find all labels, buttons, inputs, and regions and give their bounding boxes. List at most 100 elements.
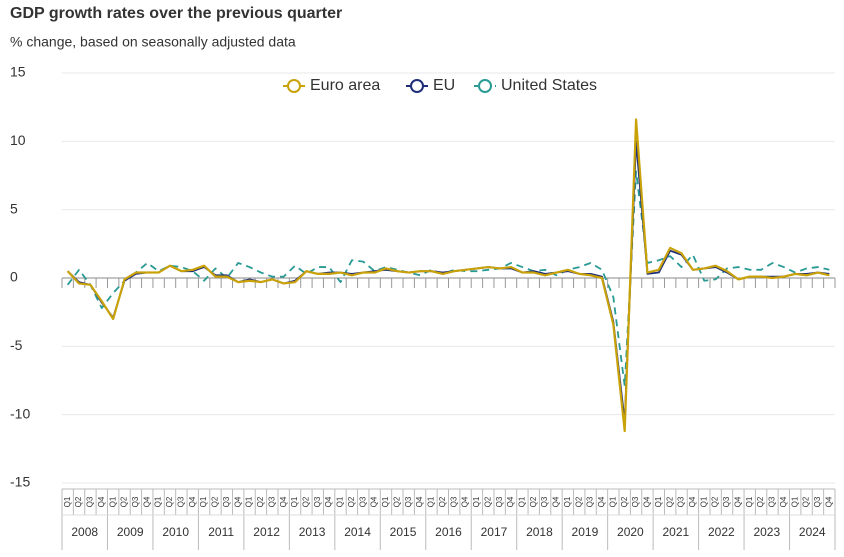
- x-tick-label: Q2: [347, 496, 356, 507]
- x-tick-label: Q2: [665, 496, 674, 507]
- y-tick-label: 10: [10, 132, 26, 148]
- x-tick-label: Q2: [392, 496, 401, 507]
- year-label: 2011: [208, 525, 234, 539]
- x-tick-label: Q1: [63, 496, 72, 507]
- year-label: 2010: [162, 525, 189, 539]
- x-tick-label: Q2: [165, 496, 174, 507]
- x-tick-label: Q3: [540, 496, 549, 507]
- x-tick-label: Q3: [722, 496, 731, 507]
- y-tick-label: -10: [10, 405, 30, 421]
- year-label: 2023: [753, 525, 780, 539]
- x-tick-label: Q3: [631, 496, 640, 507]
- x-tick-label: Q1: [108, 496, 117, 507]
- y-tick-label: 0: [10, 269, 18, 285]
- y-tick-label: -5: [10, 337, 23, 353]
- x-tick-label: Q1: [381, 496, 390, 507]
- x-tick-label: Q1: [245, 496, 254, 507]
- legend-label: United States: [501, 77, 597, 94]
- x-tick-label: Q4: [552, 496, 561, 507]
- x-tick-label: Q2: [74, 496, 83, 507]
- x-tick-label: Q2: [574, 496, 583, 507]
- x-tick-label: Q4: [733, 496, 742, 507]
- x-tick-label: Q2: [711, 496, 720, 507]
- year-label: 2016: [435, 525, 462, 539]
- x-tick-label: Q3: [768, 496, 777, 507]
- x-tick-label: Q4: [142, 496, 151, 507]
- x-tick-label: Q1: [336, 496, 345, 507]
- year-label: 2024: [799, 525, 826, 539]
- year-label: 2017: [481, 525, 508, 539]
- legend-marker: [478, 79, 492, 93]
- x-tick-label: Q1: [563, 496, 572, 507]
- x-tick-label: Q2: [256, 496, 265, 507]
- x-tick-label: Q3: [176, 496, 185, 507]
- x-tick-label: Q3: [267, 496, 276, 507]
- x-tick-label: Q2: [802, 496, 811, 507]
- x-tick-label: Q1: [790, 496, 799, 507]
- x-tick-label: Q3: [495, 496, 504, 507]
- x-tick-label: Q3: [404, 496, 413, 507]
- x-tick-label: Q1: [745, 496, 754, 507]
- x-tick-label: Q1: [654, 496, 663, 507]
- x-tick-label: Q3: [86, 496, 95, 507]
- x-tick-label: Q3: [586, 496, 595, 507]
- x-tick-label: Q1: [472, 496, 481, 507]
- x-tick-label: Q4: [324, 496, 333, 507]
- x-tick-label: Q3: [222, 496, 231, 507]
- x-tick-label: Q4: [97, 496, 106, 507]
- x-tick-label: Q2: [211, 496, 220, 507]
- x-tick-label: Q1: [290, 496, 299, 507]
- x-tick-label: Q3: [358, 496, 367, 507]
- x-tick-label: Q4: [188, 496, 197, 507]
- x-tick-label: Q1: [154, 496, 163, 507]
- x-tick-label: Q4: [370, 496, 379, 507]
- legend-label: EU: [433, 77, 455, 94]
- x-tick-label: Q3: [313, 496, 322, 507]
- x-tick-label: Q2: [438, 496, 447, 507]
- legend-marker: [410, 79, 424, 93]
- legend-label: Euro area: [310, 77, 380, 94]
- year-label: 2021: [663, 525, 690, 539]
- x-tick-label: Q3: [131, 496, 140, 507]
- x-tick-label: Q4: [688, 496, 697, 507]
- year-label: 2013: [299, 525, 326, 539]
- year-label: 2020: [617, 525, 644, 539]
- x-tick-label: Q1: [199, 496, 208, 507]
- y-tick-label: -15: [10, 474, 30, 490]
- chart-subtitle: % change, based on seasonally adjusted d…: [10, 34, 296, 50]
- year-label: 2014: [344, 525, 371, 539]
- x-tick-label: Q3: [813, 496, 822, 507]
- x-tick-label: Q1: [699, 496, 708, 507]
- year-label: 2015: [390, 525, 417, 539]
- year-label: 2009: [117, 525, 144, 539]
- x-tick-label: Q4: [824, 496, 833, 507]
- x-tick-label: Q4: [279, 496, 288, 507]
- x-tick-label: Q4: [506, 496, 515, 507]
- x-tick-label: Q4: [415, 496, 424, 507]
- x-tick-label: Q1: [427, 496, 436, 507]
- year-label: 2012: [253, 525, 280, 539]
- year-label: 2022: [708, 525, 735, 539]
- x-tick-label: Q4: [779, 496, 788, 507]
- series-line: [66, 118, 830, 433]
- x-tick-label: Q4: [461, 496, 470, 507]
- x-tick-label: Q2: [529, 496, 538, 507]
- x-tick-label: Q4: [643, 496, 652, 507]
- chart-title: GDP growth rates over the previous quart…: [10, 5, 342, 22]
- x-tick-label: Q2: [620, 496, 629, 507]
- x-tick-label: Q2: [302, 496, 311, 507]
- year-label: 2019: [572, 525, 599, 539]
- year-label: 2018: [526, 525, 553, 539]
- x-tick-label: Q1: [517, 496, 526, 507]
- x-tick-label: Q4: [233, 496, 242, 507]
- x-tick-label: Q4: [597, 496, 606, 507]
- y-tick-label: 5: [10, 200, 18, 216]
- x-tick-label: Q2: [756, 496, 765, 507]
- legend-marker: [287, 79, 301, 93]
- y-tick-label: 15: [10, 64, 26, 80]
- x-tick-label: Q2: [120, 496, 129, 507]
- x-tick-label: Q3: [449, 496, 458, 507]
- x-tick-label: Q3: [677, 496, 686, 507]
- x-tick-label: Q2: [483, 496, 492, 507]
